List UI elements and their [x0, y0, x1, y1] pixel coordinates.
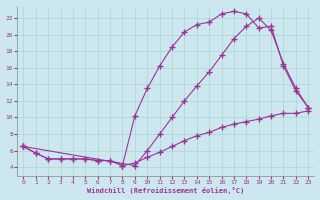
- X-axis label: Windchill (Refroidissement éolien,°C): Windchill (Refroidissement éolien,°C): [87, 187, 244, 194]
